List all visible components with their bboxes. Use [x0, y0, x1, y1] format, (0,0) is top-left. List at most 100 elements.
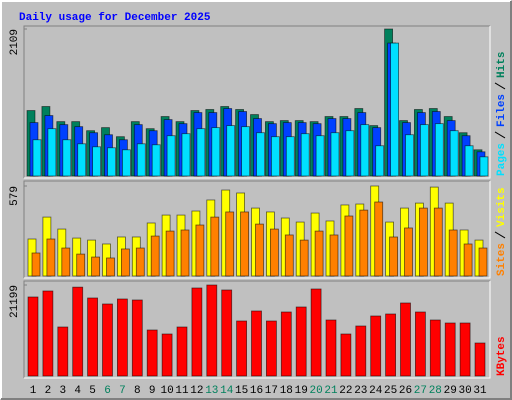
bar	[47, 128, 57, 177]
x-tick-label: 29	[444, 385, 457, 397]
bar	[414, 311, 426, 377]
bar	[299, 239, 309, 277]
x-tick-label: 20	[309, 385, 322, 397]
bar	[151, 144, 161, 177]
x-tick-label: 31	[473, 385, 487, 397]
panel-light	[24, 281, 491, 379]
bar	[300, 133, 310, 177]
bar	[61, 247, 71, 277]
bar	[102, 303, 113, 377]
bar	[269, 228, 279, 277]
bar	[161, 333, 173, 377]
bar	[176, 326, 188, 377]
bar	[136, 143, 146, 177]
bar	[31, 252, 41, 277]
x-tick-label: 21	[324, 385, 338, 397]
legend-separator	[494, 231, 506, 239]
legend: KBytes	[496, 336, 508, 376]
bar	[42, 290, 54, 377]
legend-separator	[494, 82, 506, 90]
panel-light	[24, 26, 491, 179]
bar	[284, 234, 294, 277]
x-tick-label: 24	[369, 385, 383, 397]
x-tick-label: 16	[250, 385, 263, 397]
bar	[325, 319, 337, 377]
bar	[106, 257, 115, 277]
bar	[46, 238, 56, 277]
bar	[196, 128, 206, 177]
bar	[76, 253, 86, 277]
bar	[221, 289, 233, 377]
bar	[310, 288, 322, 377]
bar	[385, 313, 397, 377]
bar	[400, 302, 411, 377]
bar	[180, 229, 190, 277]
bar	[211, 127, 221, 177]
x-tick-label: 22	[339, 385, 352, 397]
x-tick-label: 19	[295, 385, 308, 397]
x-tick-label: 10	[160, 385, 173, 397]
bar	[285, 136, 295, 177]
bar	[225, 211, 235, 277]
x-tick-label: 8	[134, 385, 141, 397]
bar	[464, 145, 474, 177]
bar	[131, 299, 143, 377]
bar	[434, 123, 444, 177]
bar	[270, 136, 280, 177]
bar	[146, 329, 158, 377]
legend-entry: Visits	[496, 187, 508, 227]
bar	[57, 326, 69, 377]
x-tick-label: 14	[220, 385, 234, 397]
bar	[135, 247, 145, 277]
bar	[419, 124, 429, 177]
bar	[459, 322, 471, 377]
bar	[295, 306, 307, 377]
bar	[390, 42, 400, 177]
x-tick-label: 1	[30, 385, 37, 397]
bar	[62, 139, 72, 177]
bar	[359, 209, 369, 277]
bar	[340, 333, 352, 377]
bar	[280, 311, 292, 377]
bar	[122, 149, 131, 177]
x-tick-label: 25	[384, 385, 397, 397]
x-tick-label: 15	[235, 385, 248, 397]
bar	[433, 207, 443, 277]
legend-entry: Hits	[496, 52, 508, 78]
bar	[329, 234, 339, 277]
bar	[370, 315, 382, 377]
bar	[195, 224, 205, 277]
bar	[117, 298, 128, 377]
bar	[32, 139, 42, 177]
bar	[478, 247, 488, 277]
bar	[92, 146, 101, 177]
x-tick-label: 13	[205, 385, 218, 397]
bar	[206, 284, 218, 377]
bar	[181, 133, 191, 177]
bar	[166, 135, 176, 177]
bar	[429, 319, 441, 377]
bar	[444, 322, 456, 377]
bar	[251, 310, 262, 377]
bar	[463, 243, 473, 277]
bar	[256, 132, 265, 177]
x-tick-label: 2	[45, 385, 52, 397]
legend-entry: Pages	[496, 143, 508, 176]
x-tick-label: 23	[354, 385, 367, 397]
bar	[121, 248, 130, 277]
bar	[404, 227, 413, 277]
bar	[236, 320, 248, 377]
bar	[72, 286, 84, 377]
legend-entry: Sites	[496, 243, 508, 276]
bar	[241, 126, 251, 177]
x-tick-label: 12	[190, 385, 203, 397]
bar	[87, 297, 98, 377]
bar	[240, 211, 250, 277]
bar	[449, 130, 459, 177]
bar	[314, 230, 324, 277]
x-tick-label: 6	[104, 385, 111, 397]
